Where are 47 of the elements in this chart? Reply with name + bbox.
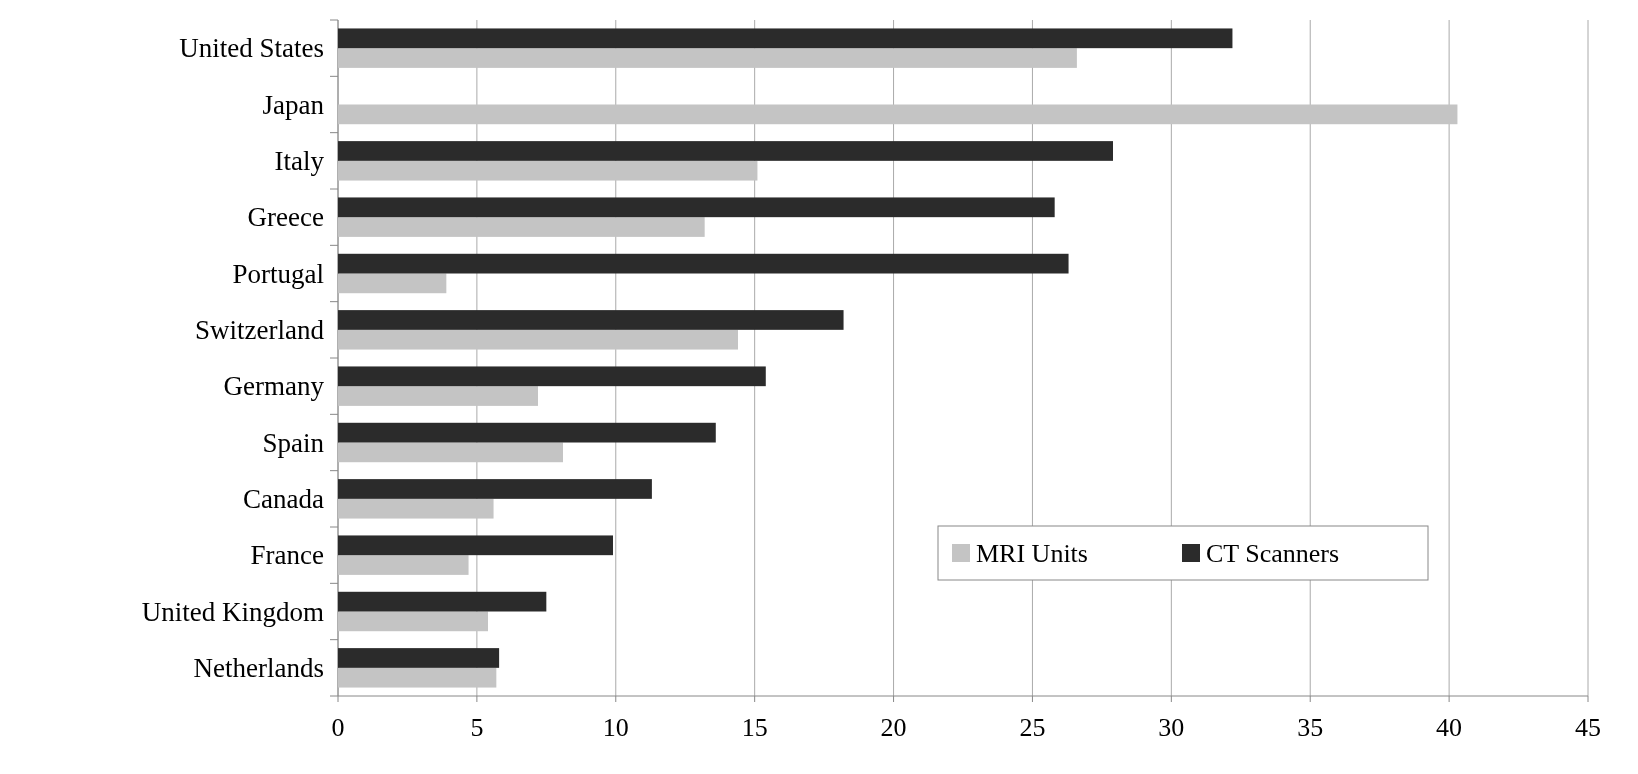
x-tick-label: 45: [1575, 713, 1601, 742]
bar: [338, 366, 766, 387]
bar: [338, 217, 705, 237]
x-tick-label: 40: [1436, 713, 1463, 742]
bar: [338, 104, 1458, 125]
y-tick-label: France: [250, 540, 325, 571]
x-tick-label: 25: [1019, 713, 1046, 742]
bar: [338, 611, 488, 632]
x-tick-label: 0: [331, 713, 345, 742]
bar: [338, 273, 447, 294]
y-tick-label: Portugal: [232, 258, 324, 289]
x-tick-label: 10: [602, 713, 629, 742]
bar: [338, 479, 652, 499]
x-tick-label: 5: [470, 713, 484, 742]
y-tick-label: Spain: [262, 427, 325, 458]
y-tick-label: Switzerland: [195, 314, 325, 345]
bar: [338, 253, 1069, 274]
bar: [338, 648, 500, 668]
bar: [338, 141, 1113, 161]
y-tick-label: United States: [179, 33, 324, 64]
bar: [338, 591, 547, 612]
bar: [338, 442, 563, 463]
y-tick-label: Netherlands: [193, 652, 324, 683]
x-tick-label: 30: [1158, 713, 1185, 742]
bar: [338, 329, 738, 350]
y-tick-label: Greece: [247, 202, 324, 233]
y-tick-label: Japan: [262, 89, 325, 120]
bar: [338, 310, 844, 330]
legend-label: CT Scanners: [1206, 539, 1340, 568]
bar: [338, 535, 613, 556]
bar: [338, 197, 1055, 218]
bar: [338, 422, 716, 443]
y-tick-label: Canada: [243, 483, 325, 514]
x-tick-label: 15: [741, 713, 768, 742]
bar: [338, 48, 1077, 68]
y-tick-label: Germany: [223, 371, 325, 402]
bar: [338, 386, 538, 406]
legend-label: MRI Units: [976, 539, 1088, 568]
bar: [338, 28, 1233, 49]
y-tick-label: United Kingdom: [141, 596, 324, 627]
bar: [338, 498, 494, 519]
y-tick-label: Italy: [274, 145, 325, 176]
bar: [338, 667, 497, 688]
bar: [338, 160, 758, 181]
x-tick-label: 35: [1297, 713, 1324, 742]
bar: [338, 555, 469, 575]
x-tick-label: 20: [880, 713, 907, 742]
